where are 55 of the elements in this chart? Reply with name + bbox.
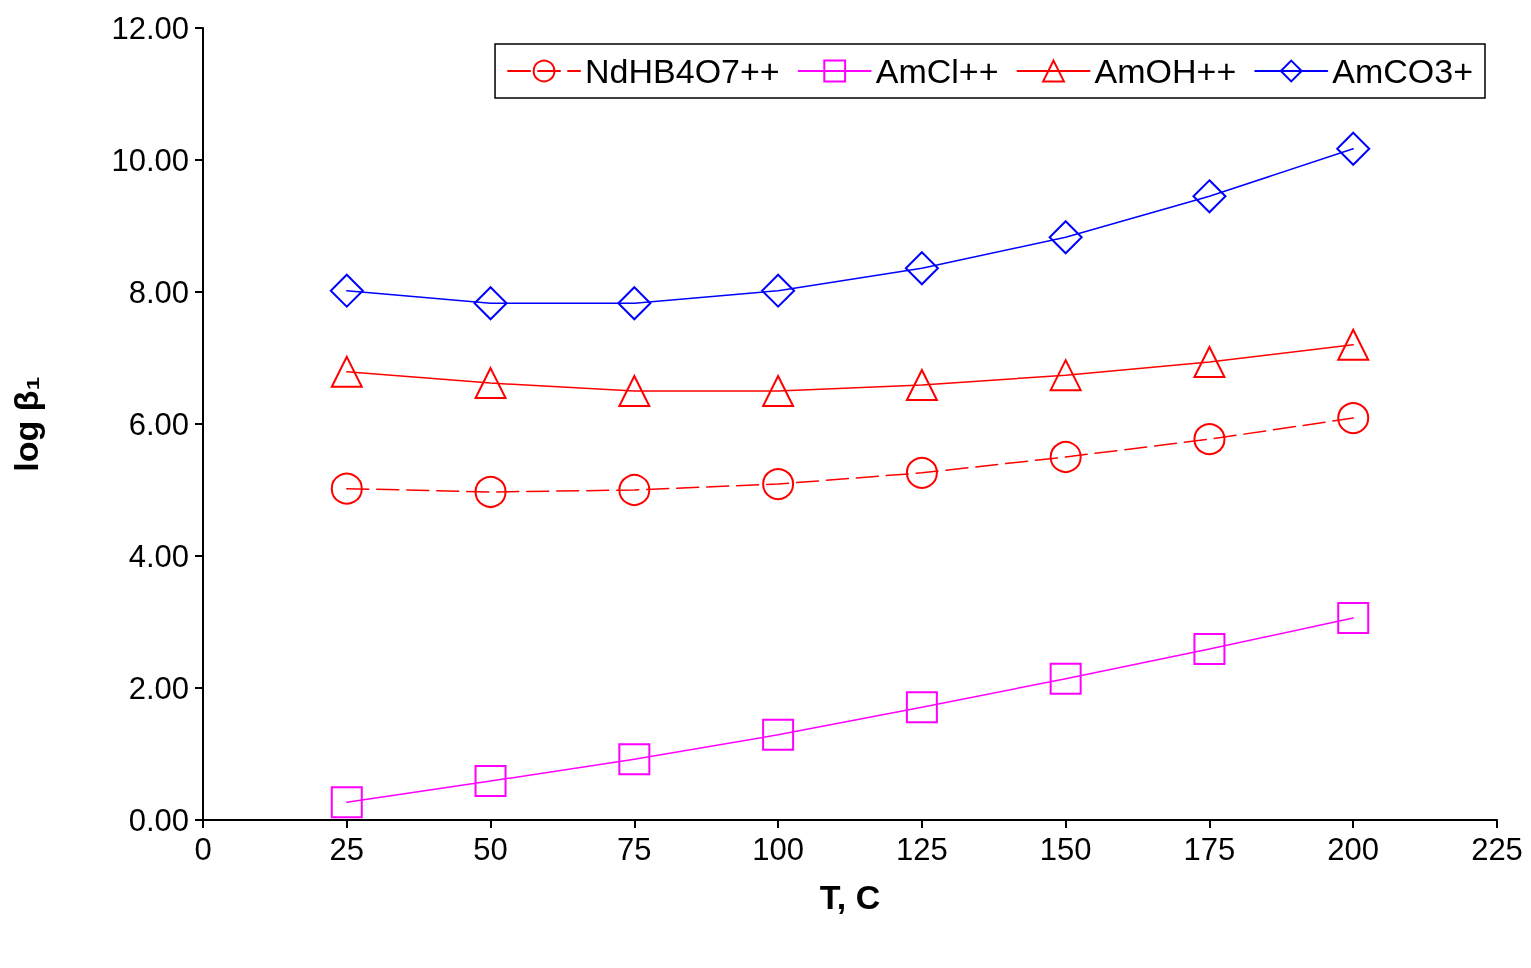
point bbox=[1049, 359, 1082, 392]
point bbox=[474, 765, 507, 798]
point bbox=[330, 472, 363, 505]
legend-label: NdHB4O7++ bbox=[585, 52, 780, 90]
point bbox=[330, 786, 363, 819]
y-tick-label: 0.00 bbox=[128, 802, 189, 838]
y-tick-label: 12.00 bbox=[111, 10, 189, 46]
point bbox=[1192, 179, 1227, 214]
point bbox=[1193, 423, 1226, 456]
point bbox=[474, 367, 507, 400]
point bbox=[617, 286, 652, 321]
point bbox=[905, 456, 938, 489]
x-tick-label: 225 bbox=[1471, 832, 1523, 867]
point bbox=[1337, 328, 1370, 361]
x-tick-label: 100 bbox=[752, 832, 804, 867]
y-tick-label: 2.00 bbox=[128, 670, 189, 706]
point bbox=[473, 286, 508, 321]
point bbox=[905, 691, 938, 724]
point bbox=[1049, 441, 1082, 473]
point bbox=[329, 273, 364, 308]
point bbox=[618, 743, 651, 776]
legend-label: AmCl++ bbox=[875, 52, 999, 90]
point bbox=[762, 468, 795, 501]
point bbox=[474, 475, 507, 508]
x-tick-label: 25 bbox=[329, 832, 365, 867]
point bbox=[761, 273, 796, 308]
x-axis-title: T, C bbox=[819, 878, 881, 916]
point bbox=[330, 355, 363, 388]
y-tick-label: 8.00 bbox=[128, 274, 189, 310]
x-tick-label: 75 bbox=[617, 832, 652, 867]
legend-label: AmCO3+ bbox=[1332, 52, 1473, 90]
point bbox=[762, 375, 795, 407]
point bbox=[618, 375, 651, 407]
point bbox=[904, 251, 939, 286]
point bbox=[905, 369, 938, 402]
x-tick-label: 175 bbox=[1183, 832, 1236, 867]
point bbox=[618, 474, 651, 506]
x-tick-label: 50 bbox=[473, 832, 508, 867]
y-axis-title: log β₁ bbox=[7, 376, 45, 472]
point bbox=[1049, 662, 1082, 695]
x-tick-label: 0 bbox=[194, 832, 212, 867]
point bbox=[1048, 220, 1083, 255]
x-tick-label: 150 bbox=[1039, 832, 1092, 867]
y-tick-label: 6.00 bbox=[128, 406, 189, 442]
point bbox=[1193, 633, 1226, 666]
point bbox=[1337, 602, 1370, 635]
legend-label: AmOH++ bbox=[1094, 52, 1237, 90]
y-tick-label: 10.00 bbox=[111, 142, 189, 178]
point bbox=[1337, 402, 1370, 435]
x-tick-label: 200 bbox=[1327, 832, 1380, 867]
x-tick-label: 125 bbox=[896, 832, 948, 867]
point bbox=[1336, 131, 1371, 166]
point bbox=[762, 718, 795, 751]
y-tick-label: 4.00 bbox=[128, 538, 189, 574]
point bbox=[1193, 345, 1226, 378]
